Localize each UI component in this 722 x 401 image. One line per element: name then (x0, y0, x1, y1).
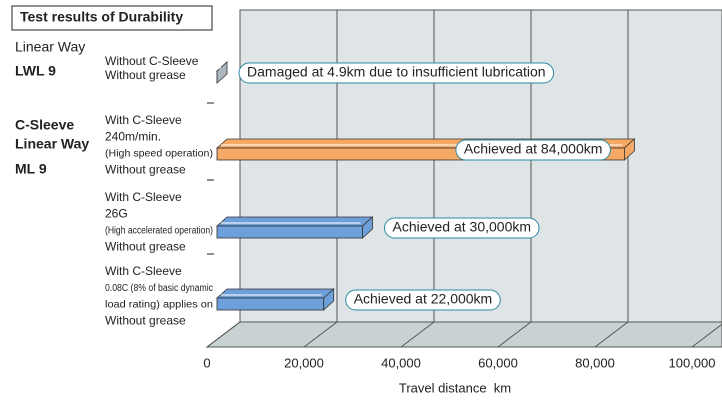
annotation-box (345, 289, 501, 311)
annotation-box (455, 139, 611, 161)
bar-end (624, 138, 635, 161)
x-axis-label: Travel distance km (399, 380, 511, 395)
floor-grid-line (594, 321, 629, 348)
floor-grid-line (497, 321, 532, 348)
category-label: (High accelerated operation) (105, 226, 213, 237)
group-label: LWL 9 (15, 63, 56, 79)
bar-end (216, 61, 228, 84)
annotation-box (384, 217, 540, 239)
floor-grid-line (400, 321, 435, 348)
bar (215, 61, 229, 84)
annotation-box (238, 62, 555, 84)
category-label: Without grease (105, 163, 186, 177)
x-tick-label: 100,000 (669, 355, 716, 370)
bar-end (323, 288, 335, 311)
category-label: With C-Sleeve (105, 113, 182, 127)
x-tick-label: 60,000 (478, 355, 518, 370)
floor-grid-line (691, 323, 722, 348)
group-label: C-Sleeve (15, 117, 74, 133)
category-label: Without C-Sleeve (105, 54, 199, 68)
annotation: Achieved at 30,000km (393, 219, 532, 235)
category-label: 0.08C (8% of basic dynamic (105, 283, 213, 294)
bar (215, 216, 374, 239)
x-tick-label: 80,000 (575, 355, 615, 370)
bar-front (216, 225, 363, 239)
chart-title: Test results of Durability (20, 9, 183, 25)
x-tick-label: 40,000 (381, 355, 421, 370)
x-tick-label: 0 (203, 355, 210, 370)
bar-front (216, 297, 325, 311)
category-label: 240m/min. (105, 130, 161, 144)
category-label: Without grease (105, 314, 186, 328)
floor-grid-line (206, 321, 241, 348)
bar-top (215, 288, 335, 299)
category-label: 26G (105, 207, 128, 221)
annotation: Damaged at 4.9km due to insufficient lub… (247, 64, 546, 80)
title-box (11, 5, 213, 31)
bar-end (362, 216, 373, 239)
annotation: Achieved at 84,000km (464, 141, 603, 157)
bar-top (215, 216, 374, 227)
bar (215, 288, 335, 311)
x-tick-label: 20,000 (284, 355, 324, 370)
category-label: Without grease (105, 68, 186, 82)
annotation: Achieved at 22,000km (354, 291, 493, 307)
group-label: Linear Way (15, 136, 89, 152)
back-wall (239, 9, 722, 323)
floor-grid-line (303, 321, 338, 348)
group-label: Linear Way (15, 39, 85, 55)
category-label: With C-Sleeve (105, 190, 182, 204)
floor (205, 321, 722, 348)
category-label: With C-Sleeve (105, 264, 182, 278)
category-label: Without grease (105, 240, 186, 254)
group-label: ML 9 (15, 161, 47, 177)
category-label: (High speed operation) (105, 149, 213, 160)
category-label: load rating) applies on (105, 300, 213, 311)
